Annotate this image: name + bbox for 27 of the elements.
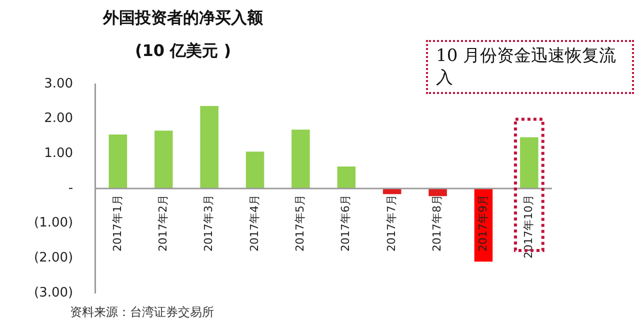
x-tick-label: 2017年8月 [430,194,444,252]
x-tick-label: 2017年4月 [248,194,261,252]
y-tick-label: 2.00 [44,111,74,126]
y-tick-label: - [68,180,74,196]
bar [292,130,310,188]
x-tick-label: 2017年1月 [110,194,124,252]
x-tick-label: 2017年2月 [156,194,170,252]
text: 资料来源：台湾证券交易所 [70,304,214,321]
bar [520,137,538,188]
x-tick-label: 2017年7月 [384,194,398,252]
y-tick-label: 1.00 [44,146,74,162]
bar [337,166,356,188]
bar [108,134,128,188]
chart-title: 外国投资者的净买入额 [102,8,264,29]
annotation: 10 月份资金迅速恢复流入 [426,40,634,94]
y-tick-label: 3.00 [44,76,74,92]
x-tick-label: 2017年5月 [294,194,307,252]
y-tick-label: (1.00) [34,216,74,231]
bar [154,130,173,188]
bar [246,152,264,188]
chart-subtitle: (10 亿美元 ) [134,41,232,62]
x-tick-label: 2017年6月 [339,194,352,252]
y-tick-label: (3.00) [34,285,74,300]
x-tick-label: 2017年3月 [202,194,216,252]
x-tick-label: 2017年9月 [476,194,490,252]
bar [200,106,218,188]
y-tick-label: (2.00) [34,250,74,266]
